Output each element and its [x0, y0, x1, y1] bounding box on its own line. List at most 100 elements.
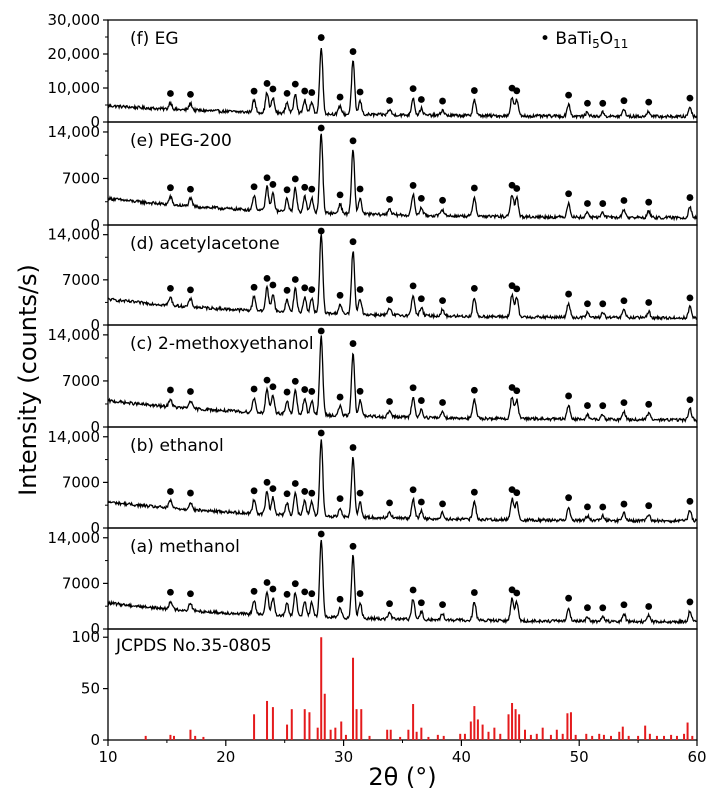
peak-marker-dot: [513, 285, 521, 293]
y-tick-label: 14,000: [48, 123, 101, 141]
y-tick-label: 7000: [62, 473, 100, 491]
peak-marker-dot: [620, 197, 628, 204]
peak-marker-dot: [386, 600, 393, 608]
peak-marker-dot: [599, 200, 607, 207]
peak-marker-dot: [349, 137, 357, 145]
peak-marker-dot: [263, 274, 271, 282]
peak-marker-dot: [439, 97, 446, 105]
peak-marker-dot: [470, 184, 478, 192]
peak-marker-dot: [513, 87, 521, 95]
y-tick-label: 7000: [62, 372, 100, 390]
panel-label: (c) 2-methoxyethanol: [130, 334, 314, 354]
x-tick-label: 20: [216, 748, 235, 766]
y-tick-label: 30,000: [48, 11, 101, 29]
panel-label: (b) ethanol: [130, 436, 224, 456]
peak-marker-dot: [308, 388, 316, 395]
panel-1: 0 7000 14,000 (e) PEG-200: [48, 121, 698, 234]
y-tick-label: 0: [90, 519, 100, 537]
peak-marker-dot: [301, 386, 309, 393]
panel-label: (a) methanol: [130, 537, 240, 557]
panel-3: 0 7000 14,000 (c) 2-methoxyethanol: [48, 324, 698, 436]
peak-marker-dot: [317, 227, 325, 235]
peak-marker-dot: [470, 285, 478, 292]
peak-marker-dot: [620, 500, 628, 508]
peak-marker-dot: [620, 601, 628, 609]
peak-marker-dot: [513, 387, 521, 395]
peak-marker-dot: [283, 490, 291, 498]
peak-marker-dot: [283, 89, 291, 97]
peak-marker-dot: [686, 294, 694, 302]
reference-label: JCPDS No.35-0805: [115, 636, 272, 656]
peak-marker-dot: [599, 300, 607, 308]
peak-marker-dot: [584, 99, 591, 107]
peak-marker-dot: [645, 198, 653, 206]
peak-marker-dot: [263, 80, 271, 87]
y-tick-label: 0: [90, 731, 100, 749]
peak-marker-dot: [409, 586, 417, 594]
y-tick-label: 7000: [62, 574, 100, 592]
peak-marker-dot: [513, 589, 521, 597]
peak-marker-dot: [565, 91, 572, 99]
peak-marker-dot: [250, 283, 258, 291]
peak-marker-dot: [417, 194, 425, 202]
peak-marker-dot: [336, 191, 344, 199]
xrd-pattern-line: [107, 234, 698, 321]
peak-marker-dot: [187, 90, 194, 98]
reference-panel: 0 50 100 JCPDS No.35-0805: [71, 628, 698, 749]
peak-marker-dot: [356, 590, 364, 597]
peak-marker-dot: [409, 282, 417, 290]
panel-2: 0 7000 14,000 (d) acetylacetone: [48, 224, 698, 334]
xrd-pattern-line: [107, 539, 698, 626]
peak-marker-dot: [356, 286, 364, 293]
peak-marker-dot: [263, 174, 271, 182]
x-tick-label: 60: [687, 748, 706, 766]
peak-marker-dot: [565, 190, 572, 198]
peak-marker-dot: [187, 185, 194, 193]
peak-marker-dot: [308, 89, 316, 96]
peak-marker-dot: [599, 604, 607, 612]
peak-marker-dot: [513, 185, 521, 192]
peak-marker-dot: [349, 238, 357, 246]
peak-marker-dot: [263, 579, 271, 586]
x-tick-label: 50: [570, 748, 589, 766]
peak-marker-dot: [686, 497, 694, 505]
peak-marker-dot: [187, 489, 194, 497]
peak-marker-dot: [301, 284, 309, 292]
peak-marker-dot: [317, 530, 325, 538]
peak-marker-dot: [584, 200, 591, 207]
peak-marker-dot: [187, 590, 194, 598]
y-tick-label: 0: [90, 316, 100, 334]
peak-marker-dot: [356, 185, 364, 193]
panel-label: (f) EG: [130, 29, 179, 49]
peak-marker-dot: [167, 90, 174, 97]
peak-marker-dot: [584, 503, 591, 511]
peak-marker-dot: [283, 388, 291, 396]
y-tick-label: 14,000: [48, 326, 101, 344]
y-axis-title: Intensity (counts/s): [14, 264, 42, 496]
peak-marker-dot: [301, 87, 309, 95]
panel-4: 0 7000 14,000 (b) ethanol: [48, 426, 698, 537]
peak-marker-dot: [599, 402, 607, 410]
peak-marker-dot: [317, 34, 325, 41]
peak-marker-dot: [584, 300, 591, 308]
y-tick-label: 0: [90, 113, 100, 131]
peak-marker-dot: [470, 386, 478, 394]
peak-marker-dot: [386, 97, 393, 104]
peak-marker-dot: [349, 340, 357, 347]
peak-marker-dot: [291, 580, 299, 588]
peak-marker-dot: [356, 387, 364, 395]
peak-marker-dot: [250, 587, 258, 595]
peak-marker-dot: [620, 399, 628, 407]
peak-marker-dot: [167, 184, 174, 192]
y-tick-label: 0: [90, 418, 100, 436]
peak-marker-dot: [686, 94, 694, 102]
peak-marker-dot: [250, 487, 258, 495]
legend-entry: • BaTi5O11: [540, 29, 628, 51]
peak-marker-dot: [336, 393, 344, 401]
peak-marker-dot: [263, 478, 271, 486]
peak-marker-dot: [686, 194, 694, 201]
xrd-pattern-line: [107, 133, 698, 222]
peak-marker-dot: [439, 399, 446, 406]
peak-marker-dot: [167, 588, 174, 596]
peak-marker-dot: [308, 185, 316, 193]
